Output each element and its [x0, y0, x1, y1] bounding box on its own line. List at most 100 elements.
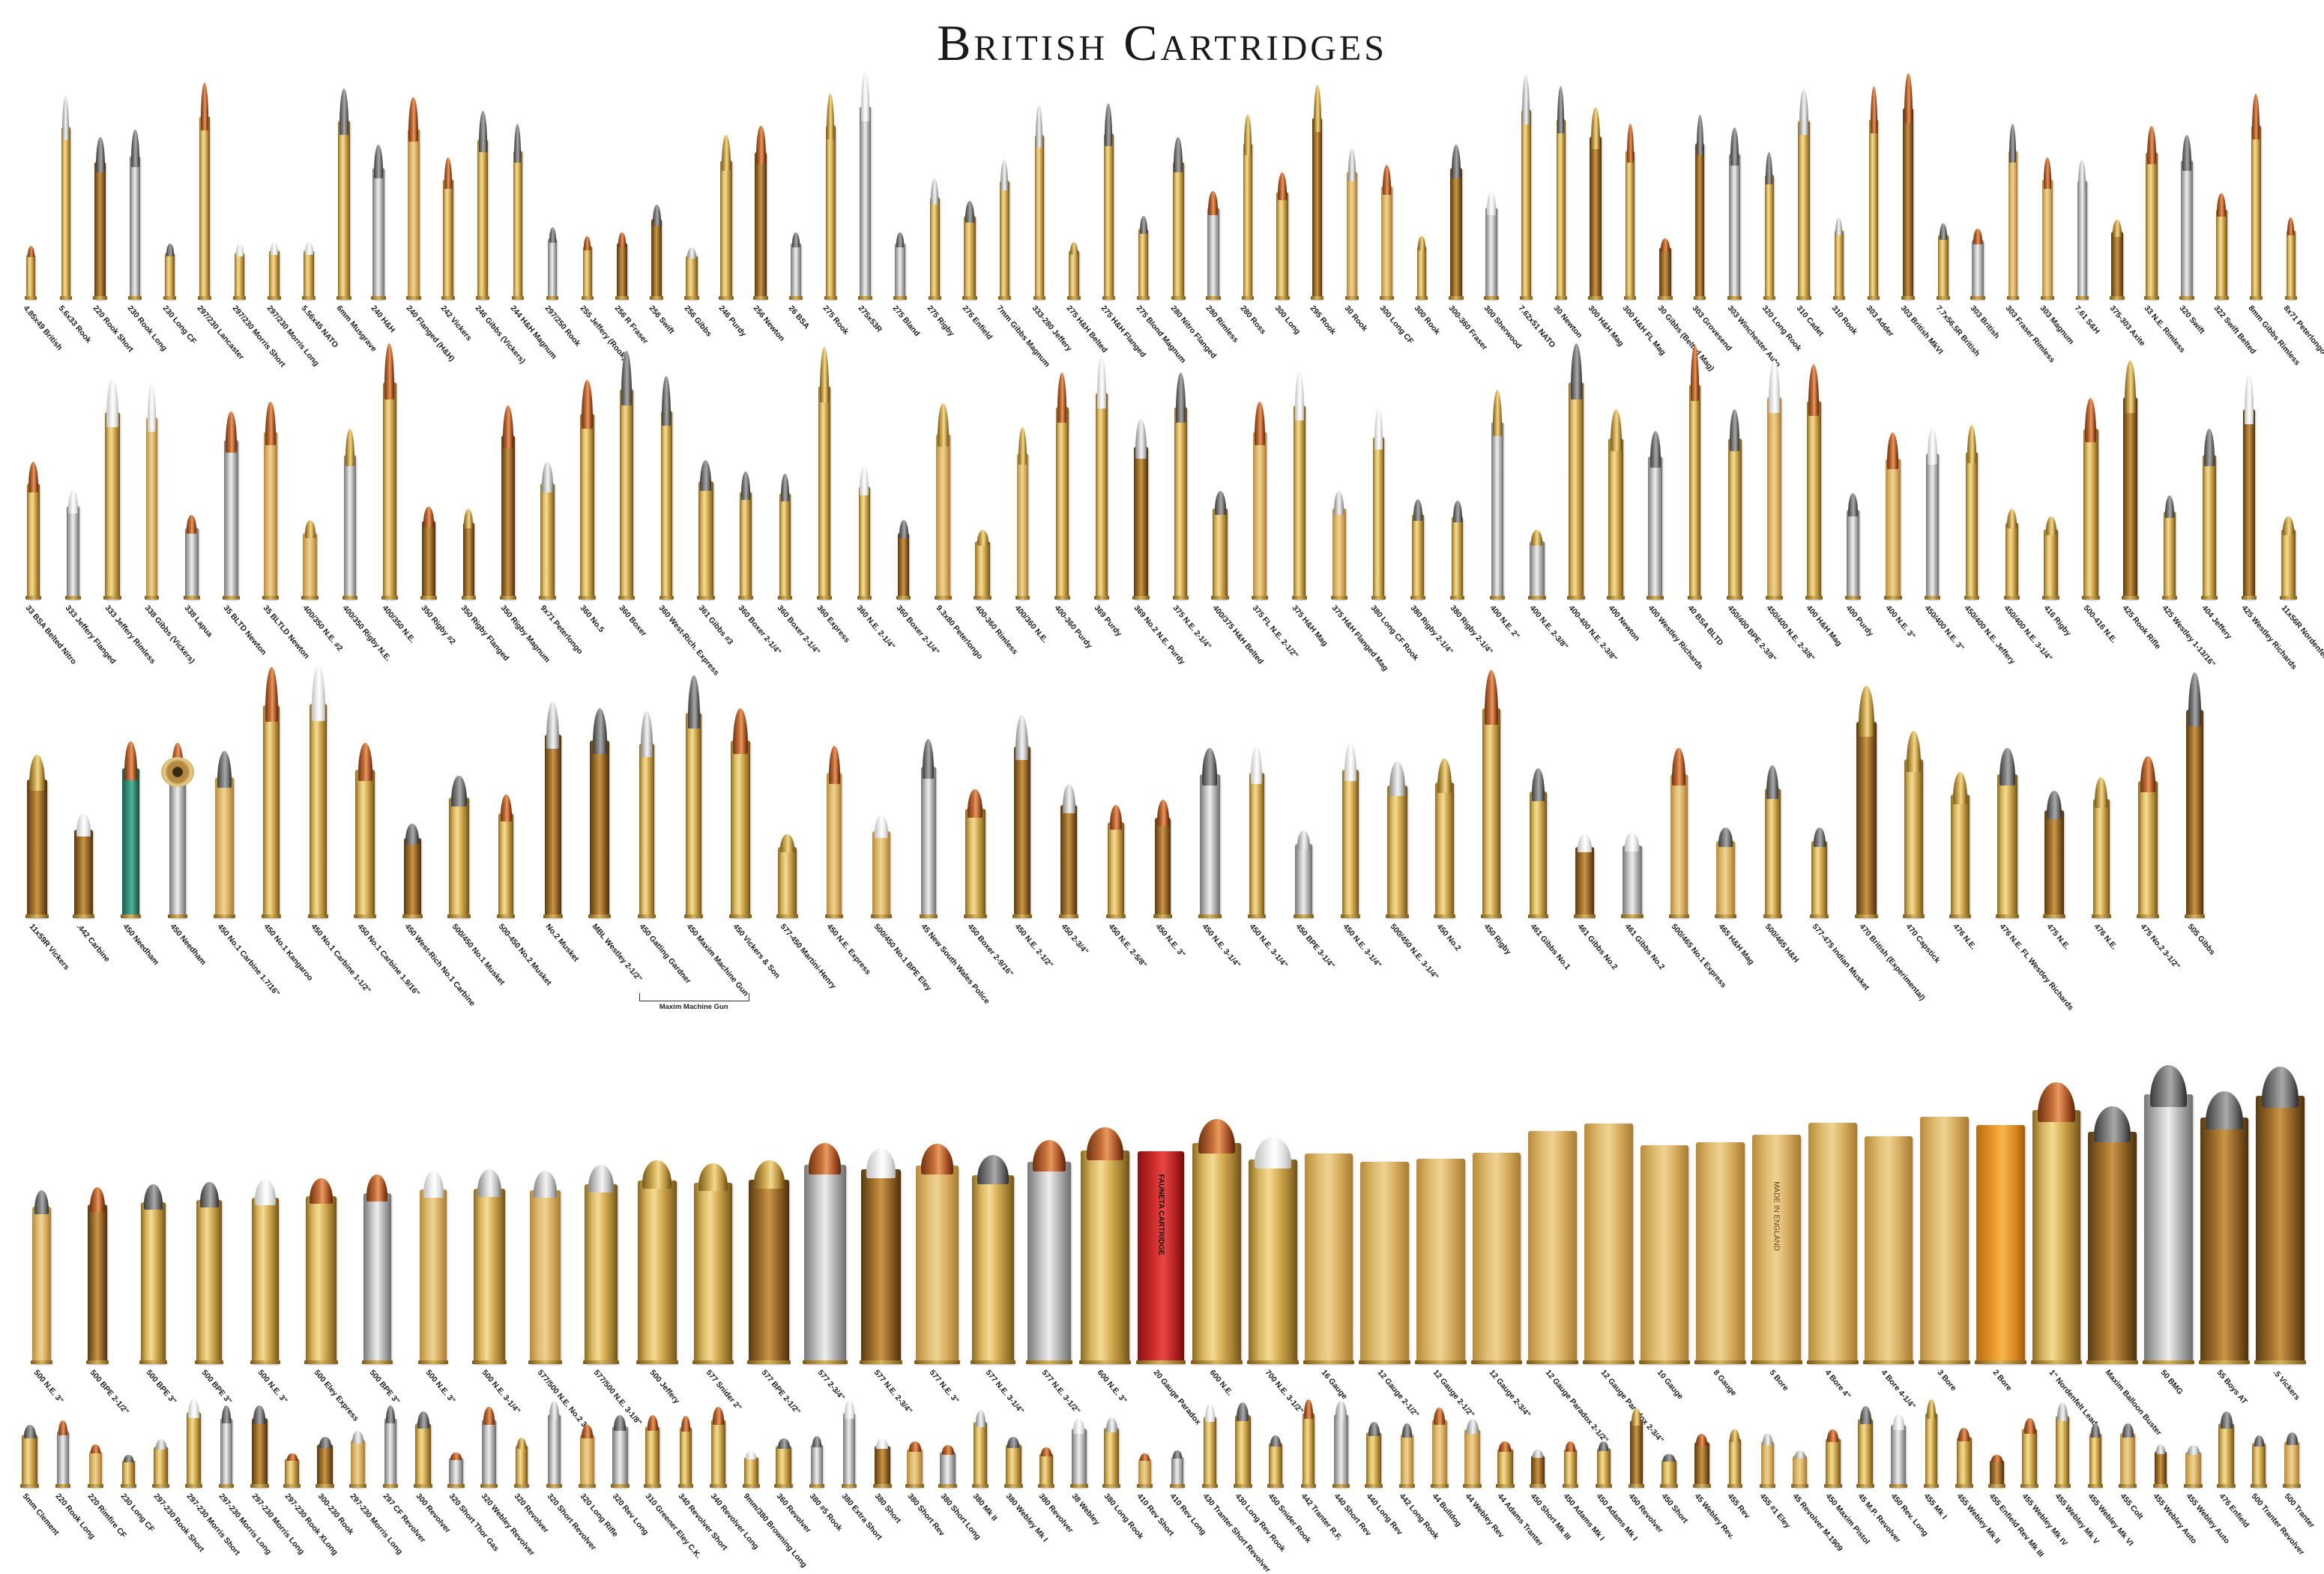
bullet: [503, 405, 513, 448]
bullet: [96, 136, 105, 173]
cartridge-case: [729, 740, 752, 919]
bullet: [1063, 784, 1075, 814]
cartridge: [1624, 124, 1637, 300]
cartridge-case: [1059, 804, 1079, 919]
cartridge-case: [1132, 447, 1150, 600]
bullet: [2112, 219, 2122, 238]
cartridge-case: [872, 1445, 892, 1489]
cartridge-case: [972, 1422, 989, 1488]
bullet: [713, 1407, 724, 1425]
cartridge: [441, 157, 455, 300]
bullet: [896, 232, 905, 247]
cartridge: [25, 462, 41, 600]
cartridge-case: [1955, 1437, 1973, 1488]
bullet: [1926, 1399, 1937, 1419]
bullet: [1827, 1429, 1839, 1442]
bullet: [1007, 1437, 1020, 1448]
cartridge-case: [1012, 746, 1032, 919]
bullet: [1251, 746, 1263, 784]
cartridge-case: [2184, 1451, 2203, 1489]
cartridge: [152, 1439, 170, 1488]
cartridge-case: [73, 829, 95, 919]
bullet: [188, 1398, 199, 1419]
cartridge-case: [120, 768, 141, 919]
cartridge: [696, 459, 715, 600]
bullet: [923, 739, 935, 779]
cartridge-case: [1660, 1459, 1678, 1488]
cartridge-case: [919, 766, 938, 919]
cartridge-case: [1726, 438, 1743, 600]
cartridge-case: [788, 242, 803, 301]
cartridge-case: [316, 1444, 335, 1488]
bullet: [1631, 1408, 1641, 1426]
cartridge: [1380, 165, 1395, 301]
cartridge-case: [185, 1412, 203, 1488]
bullet: [1859, 1406, 1872, 1425]
cartridge: [1430, 1407, 1449, 1488]
bullet: [1333, 491, 1344, 516]
bullet: [1237, 1402, 1249, 1421]
cartridge: [348, 1431, 366, 1489]
bullet: [1135, 419, 1147, 459]
cartridge: [1345, 148, 1359, 301]
bullet: [1870, 86, 1877, 133]
bullet: [2006, 508, 2017, 529]
cartridge: [737, 471, 753, 600]
cartridge-case: [20, 1434, 40, 1489]
cartridge: [2121, 361, 2139, 600]
cartridge: [219, 1405, 235, 1489]
cartridge-case: [1607, 438, 1626, 600]
cartridge-case: [1463, 1429, 1482, 1488]
cartridge-case: [2081, 429, 2100, 600]
cartridge-case: [1805, 400, 1823, 600]
cartridge: [20, 1425, 40, 1489]
cartridge: [1054, 372, 1070, 600]
cartridge-case: [2003, 522, 2020, 600]
cartridge: [93, 136, 108, 300]
cartridge: [677, 1416, 693, 1489]
cartridge: [588, 708, 612, 919]
bullet: [1566, 1441, 1576, 1452]
bullet: [1303, 1399, 1313, 1419]
cartridge: [73, 813, 95, 919]
cartridge-case: [546, 1414, 563, 1489]
cartridge: [25, 754, 49, 918]
cartridge: [1688, 345, 1703, 600]
cartridge-case: [1856, 1418, 1875, 1489]
cartridge: [938, 1445, 958, 1489]
cartridge-case: [1449, 168, 1464, 300]
cartridge: [1527, 530, 1546, 600]
cartridge: [1796, 88, 1812, 300]
bullet: [1492, 390, 1502, 436]
bullet: [226, 411, 237, 453]
cartridge: [402, 823, 423, 918]
cartridge: [1489, 390, 1505, 600]
bullet: [106, 378, 118, 427]
cartridge: [354, 742, 377, 919]
cartridge-case: [348, 1439, 366, 1489]
cartridge-case: [905, 1448, 925, 1489]
bullet: [1105, 103, 1113, 147]
bullet: [1663, 1454, 1675, 1462]
cartridge: [120, 741, 141, 919]
cartridge: [59, 95, 72, 300]
bullet: [155, 1439, 167, 1450]
cartridge-case: [1137, 228, 1150, 301]
cartridge-label: 38 Webley: [1069, 1492, 1102, 1528]
cartridge-case: [677, 1426, 693, 1489]
bullet: [1766, 151, 1773, 184]
cartridge: [1694, 114, 1706, 301]
cartridge-case: [262, 432, 280, 600]
cartridge-case: [962, 215, 977, 301]
cartridge-case: [1450, 516, 1465, 600]
cartridge-case: [233, 252, 247, 301]
bullet: [1660, 238, 1670, 252]
cartridge: [962, 200, 977, 301]
bullet: [621, 351, 633, 406]
cartridge: [514, 1437, 529, 1488]
cartridge: [683, 247, 699, 301]
cartridge-case: [1106, 821, 1126, 919]
bullet: [812, 1436, 821, 1448]
bullet: [1499, 1441, 1512, 1452]
cartridge: [1970, 229, 1986, 301]
